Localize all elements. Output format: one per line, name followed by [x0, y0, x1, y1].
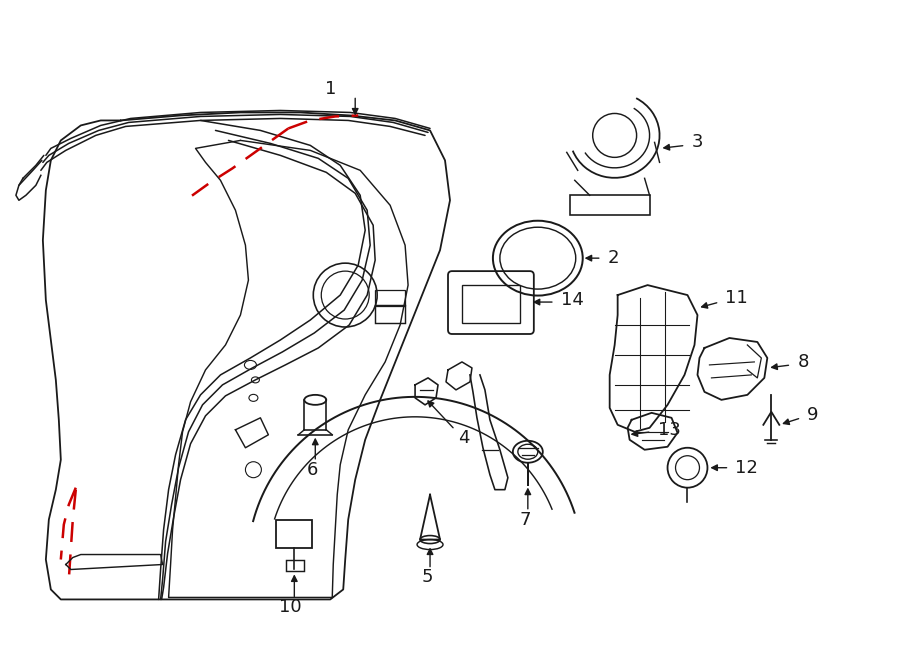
Text: 6: 6: [307, 461, 318, 479]
Text: 7: 7: [519, 510, 531, 529]
Text: 11: 11: [725, 289, 748, 307]
Text: 13: 13: [658, 421, 680, 439]
Text: 5: 5: [421, 568, 433, 586]
Text: 8: 8: [797, 353, 808, 371]
Text: 12: 12: [735, 459, 759, 477]
Text: 4: 4: [458, 429, 470, 447]
Text: 2: 2: [608, 249, 619, 267]
Text: 3: 3: [691, 134, 703, 151]
Text: 9: 9: [807, 406, 819, 424]
Text: 14: 14: [561, 291, 583, 309]
Text: 1: 1: [325, 79, 336, 98]
Text: 10: 10: [279, 598, 302, 617]
